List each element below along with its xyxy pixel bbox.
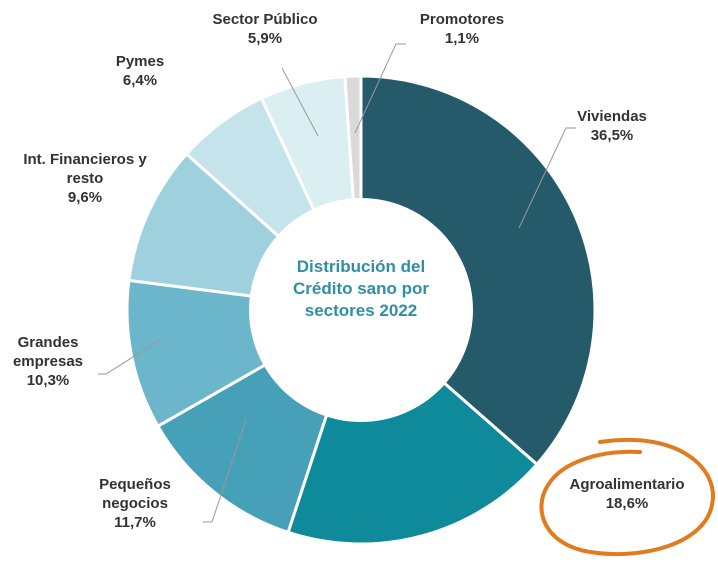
highlight-circle	[539, 437, 715, 557]
value-label: 36,5%	[590, 127, 634, 144]
slice-label: Promotores 1,1%	[412, 10, 512, 48]
category-label: Sector Público	[212, 11, 318, 28]
leader-line	[354, 43, 406, 134]
category-label: Int. Financieros y resto	[23, 151, 147, 187]
category-label: Grandes empresas	[12, 334, 84, 370]
slice-label: Viviendas 36,5%	[567, 107, 657, 145]
slice-label: Pequeños negocios 11,7%	[80, 475, 190, 532]
slice	[359, 74, 597, 467]
category-label: Pymes	[115, 53, 165, 70]
slice-label: Agroalimentario 18,6%	[552, 475, 702, 513]
leaders	[98, 43, 576, 523]
slice-label: Int. Financieros y resto 9,6%	[5, 150, 165, 207]
value-label: 5,9%	[247, 30, 283, 47]
center-title: Distribución del Crédito sano por sector…	[292, 257, 429, 320]
value-label: 18,6%	[605, 495, 649, 512]
category-label: Agroalimentario	[569, 476, 685, 493]
value-label: 10,3%	[26, 372, 70, 389]
slice-label: Pymes 6,4%	[100, 52, 180, 90]
category-label: Pequeños negocios	[99, 476, 171, 512]
value-label: 1,1%	[444, 30, 480, 47]
leader-line	[98, 339, 161, 375]
leader-line	[203, 419, 247, 523]
slice-label: Grandes empresas 10,3%	[0, 333, 98, 390]
slice-label: Sector Público 5,9%	[205, 10, 325, 48]
category-label: Viviendas	[577, 108, 647, 125]
leader-line	[518, 127, 576, 229]
value-label: 6,4%	[122, 72, 158, 89]
value-label: 9,6%	[67, 189, 103, 206]
leader-line	[281, 67, 319, 137]
donut-hole	[249, 198, 473, 422]
category-label: Promotores	[419, 11, 505, 28]
value-label: 11,7%	[114, 514, 156, 531]
